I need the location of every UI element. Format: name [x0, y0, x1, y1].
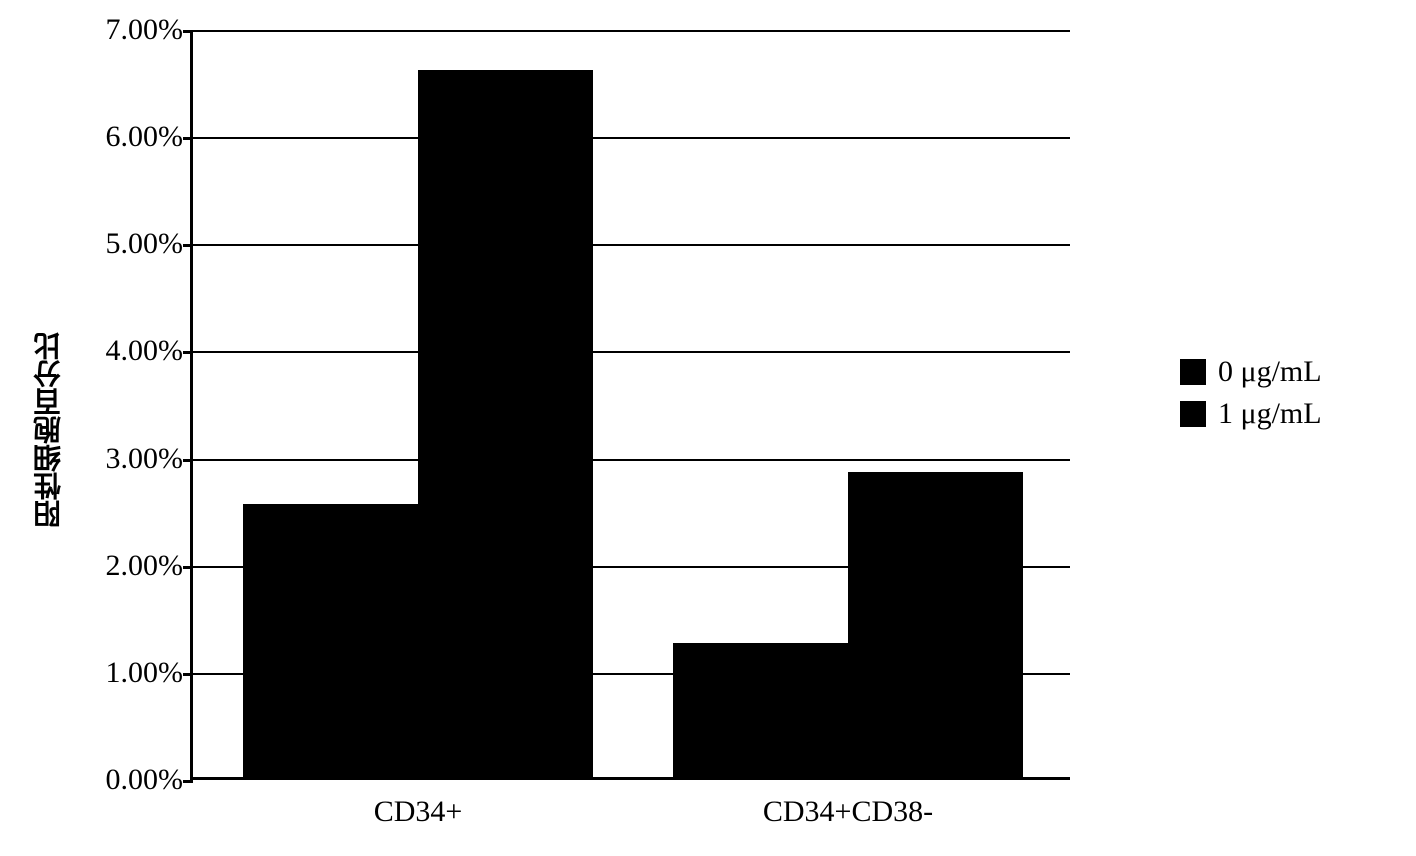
bar-chart: 阳性细胞百分比 0.00%1.00%2.00%3.00%4.00%5.00%6.…: [40, 10, 1140, 850]
legend-label: 1 μg/mL: [1218, 397, 1322, 431]
legend-label: 0 μg/mL: [1218, 355, 1322, 389]
gridline: [193, 459, 1070, 461]
bar: [673, 643, 848, 777]
y-tick-label: 1.00%: [106, 656, 194, 690]
y-tick-label: 7.00%: [106, 13, 194, 47]
bar: [243, 504, 418, 777]
plot-area: 0.00%1.00%2.00%3.00%4.00%5.00%6.00%7.00%…: [190, 30, 1070, 780]
legend-item: 0 μg/mL: [1180, 355, 1322, 389]
gridline: [193, 351, 1070, 353]
y-tick-label: 0.00%: [106, 763, 194, 797]
y-tick-label: 3.00%: [106, 442, 194, 476]
x-tick-label: CD34+: [374, 777, 463, 829]
legend-swatch: [1180, 401, 1206, 427]
y-tick-label: 6.00%: [106, 120, 194, 154]
legend: 0 μg/mL 1 μg/mL: [1180, 355, 1322, 439]
bar: [848, 472, 1023, 777]
gridline: [193, 137, 1070, 139]
y-tick-label: 2.00%: [106, 549, 194, 583]
y-tick-label: 4.00%: [106, 334, 194, 368]
gridline: [193, 30, 1070, 32]
x-tick-label: CD34+CD38-: [763, 777, 933, 829]
legend-swatch: [1180, 359, 1206, 385]
bar: [418, 70, 593, 777]
legend-item: 1 μg/mL: [1180, 397, 1322, 431]
gridline: [193, 244, 1070, 246]
y-tick-label: 5.00%: [106, 227, 194, 261]
y-axis-label: 阳性细胞百分比: [30, 332, 70, 528]
